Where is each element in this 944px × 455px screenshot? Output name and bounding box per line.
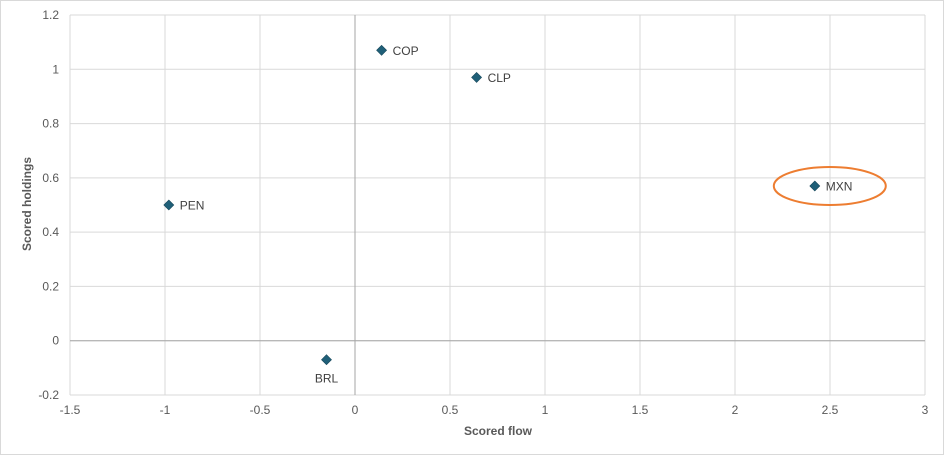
y-tick-label: 0.6 — [42, 171, 59, 185]
y-tick-label: 1.2 — [42, 8, 59, 22]
point-label-pen: PEN — [180, 199, 205, 213]
highlight-ellipse-mxn — [772, 166, 887, 206]
x-tick-label: 0 — [352, 403, 359, 417]
x-tick-label: 0.5 — [442, 403, 459, 417]
y-tick-labels: -0.2 0 0.2 0.4 0.6 0.8 1 1.2 — [38, 8, 59, 402]
y-tick-label: 0.8 — [42, 117, 59, 131]
point-label-brl: BRL — [315, 372, 339, 386]
x-tick-label: -1 — [160, 403, 171, 417]
y-tick-label: 0 — [52, 334, 59, 348]
x-tick-label: -1.5 — [60, 403, 81, 417]
point-label-cop: COP — [393, 44, 419, 58]
point-marker-mxn — [809, 180, 821, 192]
data-points — [163, 44, 821, 366]
point-marker-clp — [471, 72, 483, 83]
y-axis-title: Scored holdings — [20, 157, 34, 251]
x-axis-title: Scored flow — [464, 424, 533, 438]
point-label-clp: CLP — [488, 71, 511, 85]
x-tick-label: 2 — [732, 403, 739, 417]
x-tick-label: 2.5 — [822, 403, 839, 417]
axes — [70, 15, 925, 395]
point-marker-cop — [376, 44, 388, 56]
y-tick-label: 0.4 — [42, 225, 59, 239]
gridlines — [69, 14, 926, 396]
point-marker-pen — [163, 199, 175, 211]
x-tick-label: 1.5 — [632, 403, 649, 417]
point-labels: COP CLP PEN MXN BRL — [180, 44, 853, 386]
x-tick-label: 3 — [922, 403, 929, 417]
point-marker-brl — [321, 354, 332, 366]
x-tick-label: -0.5 — [250, 403, 271, 417]
y-tick-label: -0.2 — [38, 388, 59, 402]
x-tick-labels: -1.5 -1 -0.5 0 0.5 1 1.5 2 2.5 3 — [60, 403, 929, 417]
x-tick-label: 1 — [542, 403, 549, 417]
y-tick-label: 1 — [52, 62, 59, 76]
y-tick-label: 0.2 — [42, 279, 59, 293]
highlight-ellipses — [772, 166, 887, 206]
point-label-mxn: MXN — [826, 180, 853, 194]
